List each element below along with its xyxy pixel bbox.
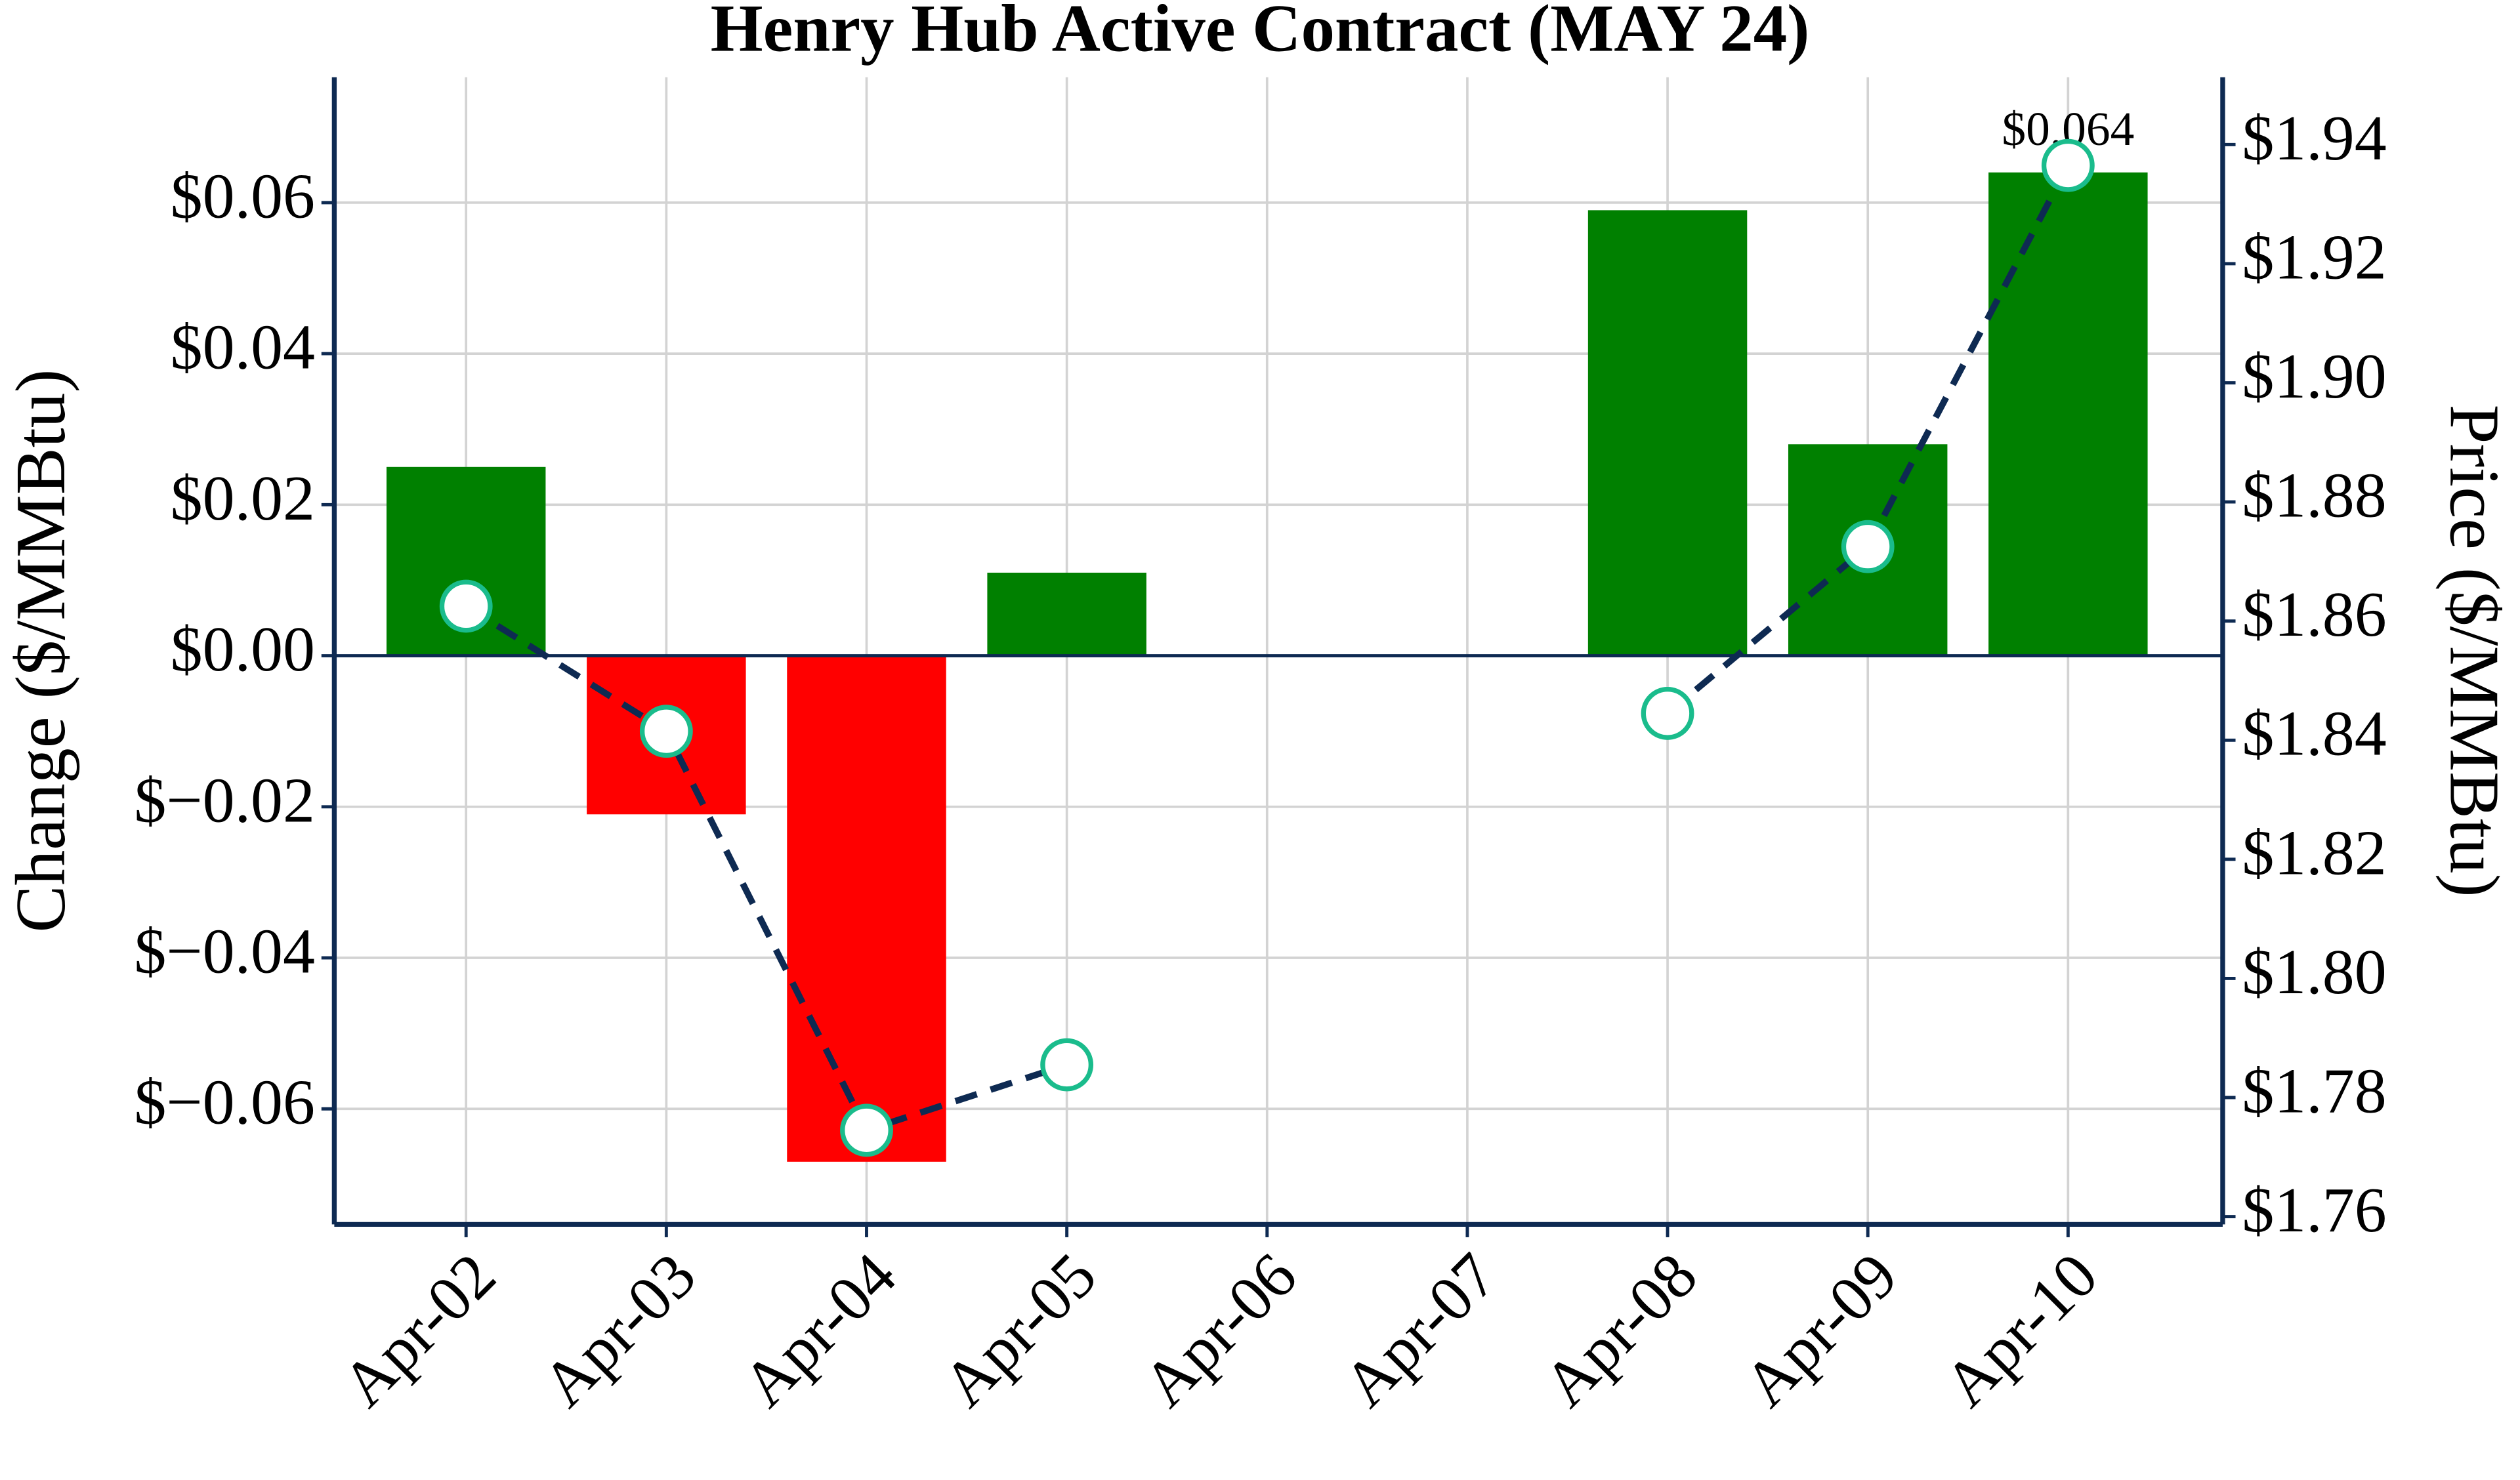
y2-tick-label: $1.94 — [2242, 103, 2386, 174]
line — [464, 603, 1068, 1134]
y2-tick-label: $1.92 — [2242, 222, 2386, 293]
bar — [1988, 172, 2148, 656]
marker — [439, 579, 493, 633]
marker — [639, 705, 693, 758]
x-tick-label: Apr-04 — [729, 1240, 910, 1420]
x-tick-label: Apr-03 — [529, 1240, 709, 1420]
marker — [1641, 687, 1694, 740]
y-tick-label: $0.06 — [171, 161, 315, 232]
x-tick-label: Apr-07 — [1330, 1240, 1511, 1420]
x-tick-label: Apr-08 — [1530, 1240, 1711, 1420]
x-tick-label: Apr-02 — [329, 1240, 509, 1420]
x-tick-label: Apr-05 — [929, 1240, 1110, 1420]
y-tick-label: $−0.04 — [134, 916, 315, 987]
y-tick-label: $−0.06 — [134, 1067, 315, 1138]
x-tick-label: Apr-10 — [1931, 1240, 2111, 1420]
marker — [1841, 520, 1895, 573]
y2-tick-label: $1.76 — [2242, 1175, 2386, 1246]
y-axis-title: Change ($/MMBtu) — [2, 369, 80, 933]
marker — [1040, 1038, 1094, 1092]
y2-tick-label: $1.80 — [2242, 937, 2386, 1008]
marker — [2041, 138, 2095, 192]
bar — [987, 572, 1146, 656]
y-tick-label: $0.00 — [171, 614, 315, 685]
x-tick-label: Apr-09 — [1731, 1240, 1911, 1420]
y2-tick-label: $1.88 — [2242, 461, 2386, 531]
marker — [840, 1103, 893, 1157]
y-tick-label: $0.04 — [171, 312, 315, 383]
y2-axis-title: Price ($/MMBtu) — [2435, 404, 2513, 897]
y2-tick-label: $1.86 — [2242, 579, 2386, 650]
bar — [1587, 210, 1748, 656]
chart-title: Henry Hub Active Contract (MAY 24) — [711, 0, 1810, 66]
x-tick-label: Apr-06 — [1130, 1240, 1311, 1420]
y2-tick-label: $1.78 — [2242, 1056, 2386, 1126]
y-tick-label: $0.02 — [171, 463, 315, 534]
y2-tick-label: $1.82 — [2242, 817, 2386, 888]
y2-tick-label: $1.84 — [2242, 699, 2386, 770]
y2-tick-label: $1.90 — [2242, 341, 2386, 412]
y-tick-label: $−0.02 — [134, 765, 315, 836]
bar — [787, 655, 946, 1162]
